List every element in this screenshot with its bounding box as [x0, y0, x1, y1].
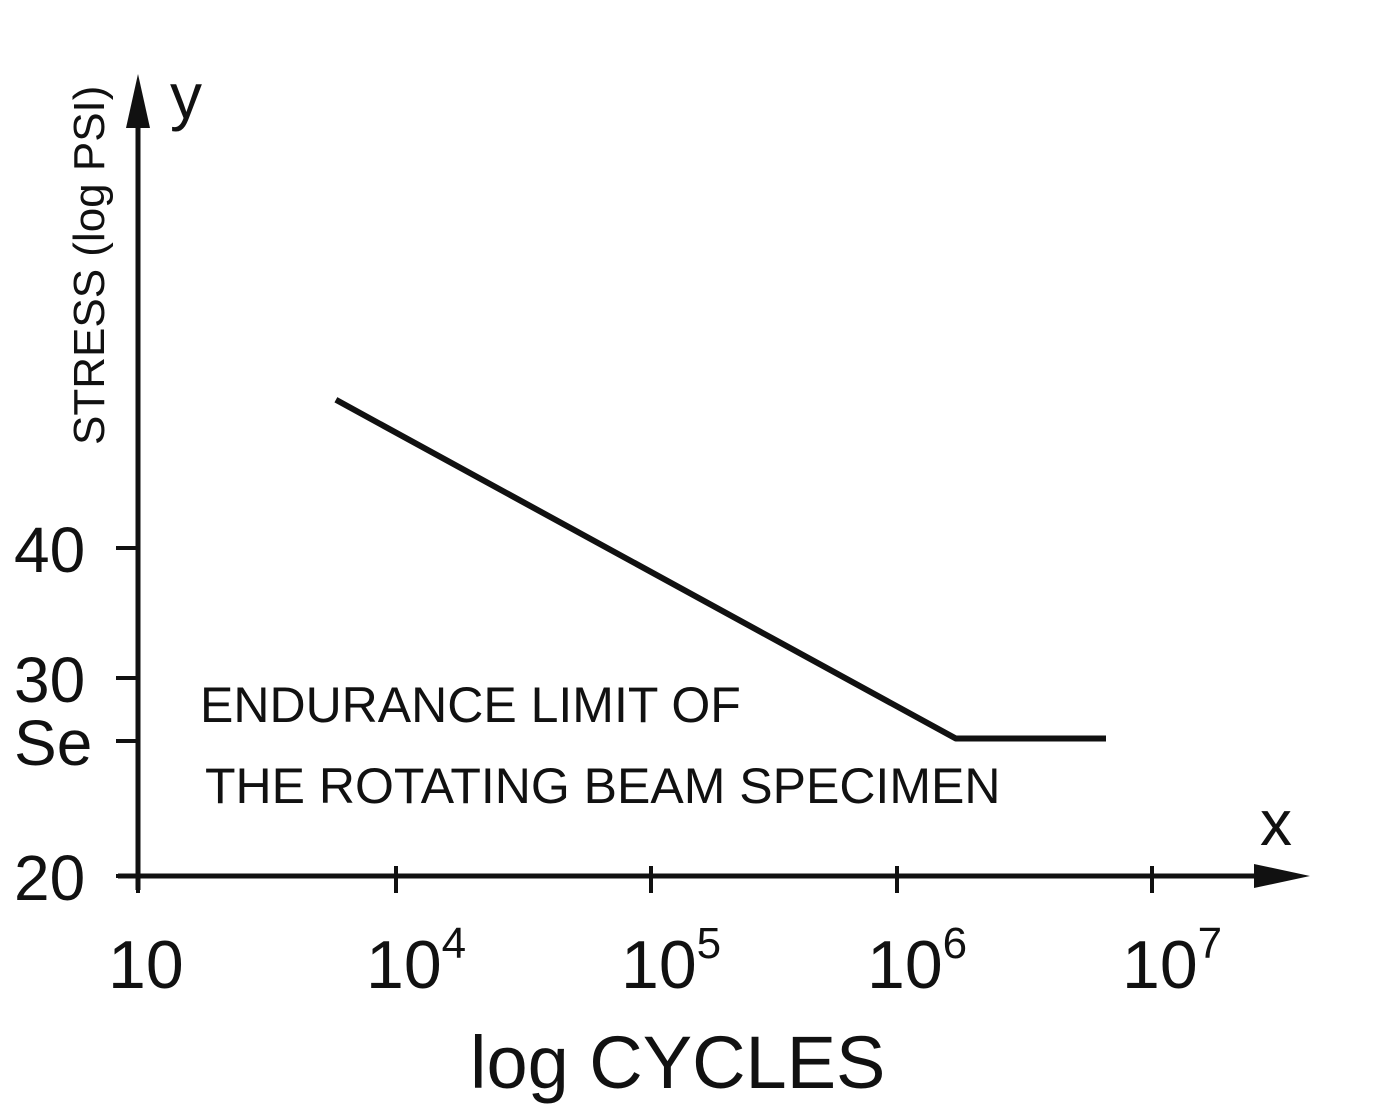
annotation-line-1: ENDURANCE LIMIT OF — [200, 677, 741, 733]
y-axis-letter: y — [170, 60, 202, 132]
x-axis-arrow — [1254, 864, 1310, 888]
x-tick-label: 107 — [1122, 919, 1222, 1003]
series-layer — [334, 397, 1106, 742]
y-tick-label: Se — [14, 707, 92, 779]
y-tick-label: 20 — [14, 842, 85, 914]
y-axis-title: STRESS (log PSI) — [65, 86, 114, 445]
x-tick-label: 106 — [867, 919, 967, 1003]
x-ticks: 10 104 105 106 107 — [108, 866, 1222, 1003]
y-tick-label: 30 — [14, 644, 85, 716]
y-tick-label: 40 — [14, 514, 85, 586]
annotation-line-2: THE ROTATING BEAM SPECIMEN — [205, 758, 1000, 814]
y-axis-arrow — [126, 74, 150, 128]
sn-curve-line — [334, 397, 1106, 742]
x-tick-label: 10 — [108, 927, 184, 1003]
x-axis-title: log CYCLES — [470, 1021, 885, 1104]
x-axis-letter: x — [1260, 787, 1292, 859]
x-tick-label: 105 — [621, 919, 721, 1003]
x-tick-label: 104 — [366, 919, 466, 1003]
